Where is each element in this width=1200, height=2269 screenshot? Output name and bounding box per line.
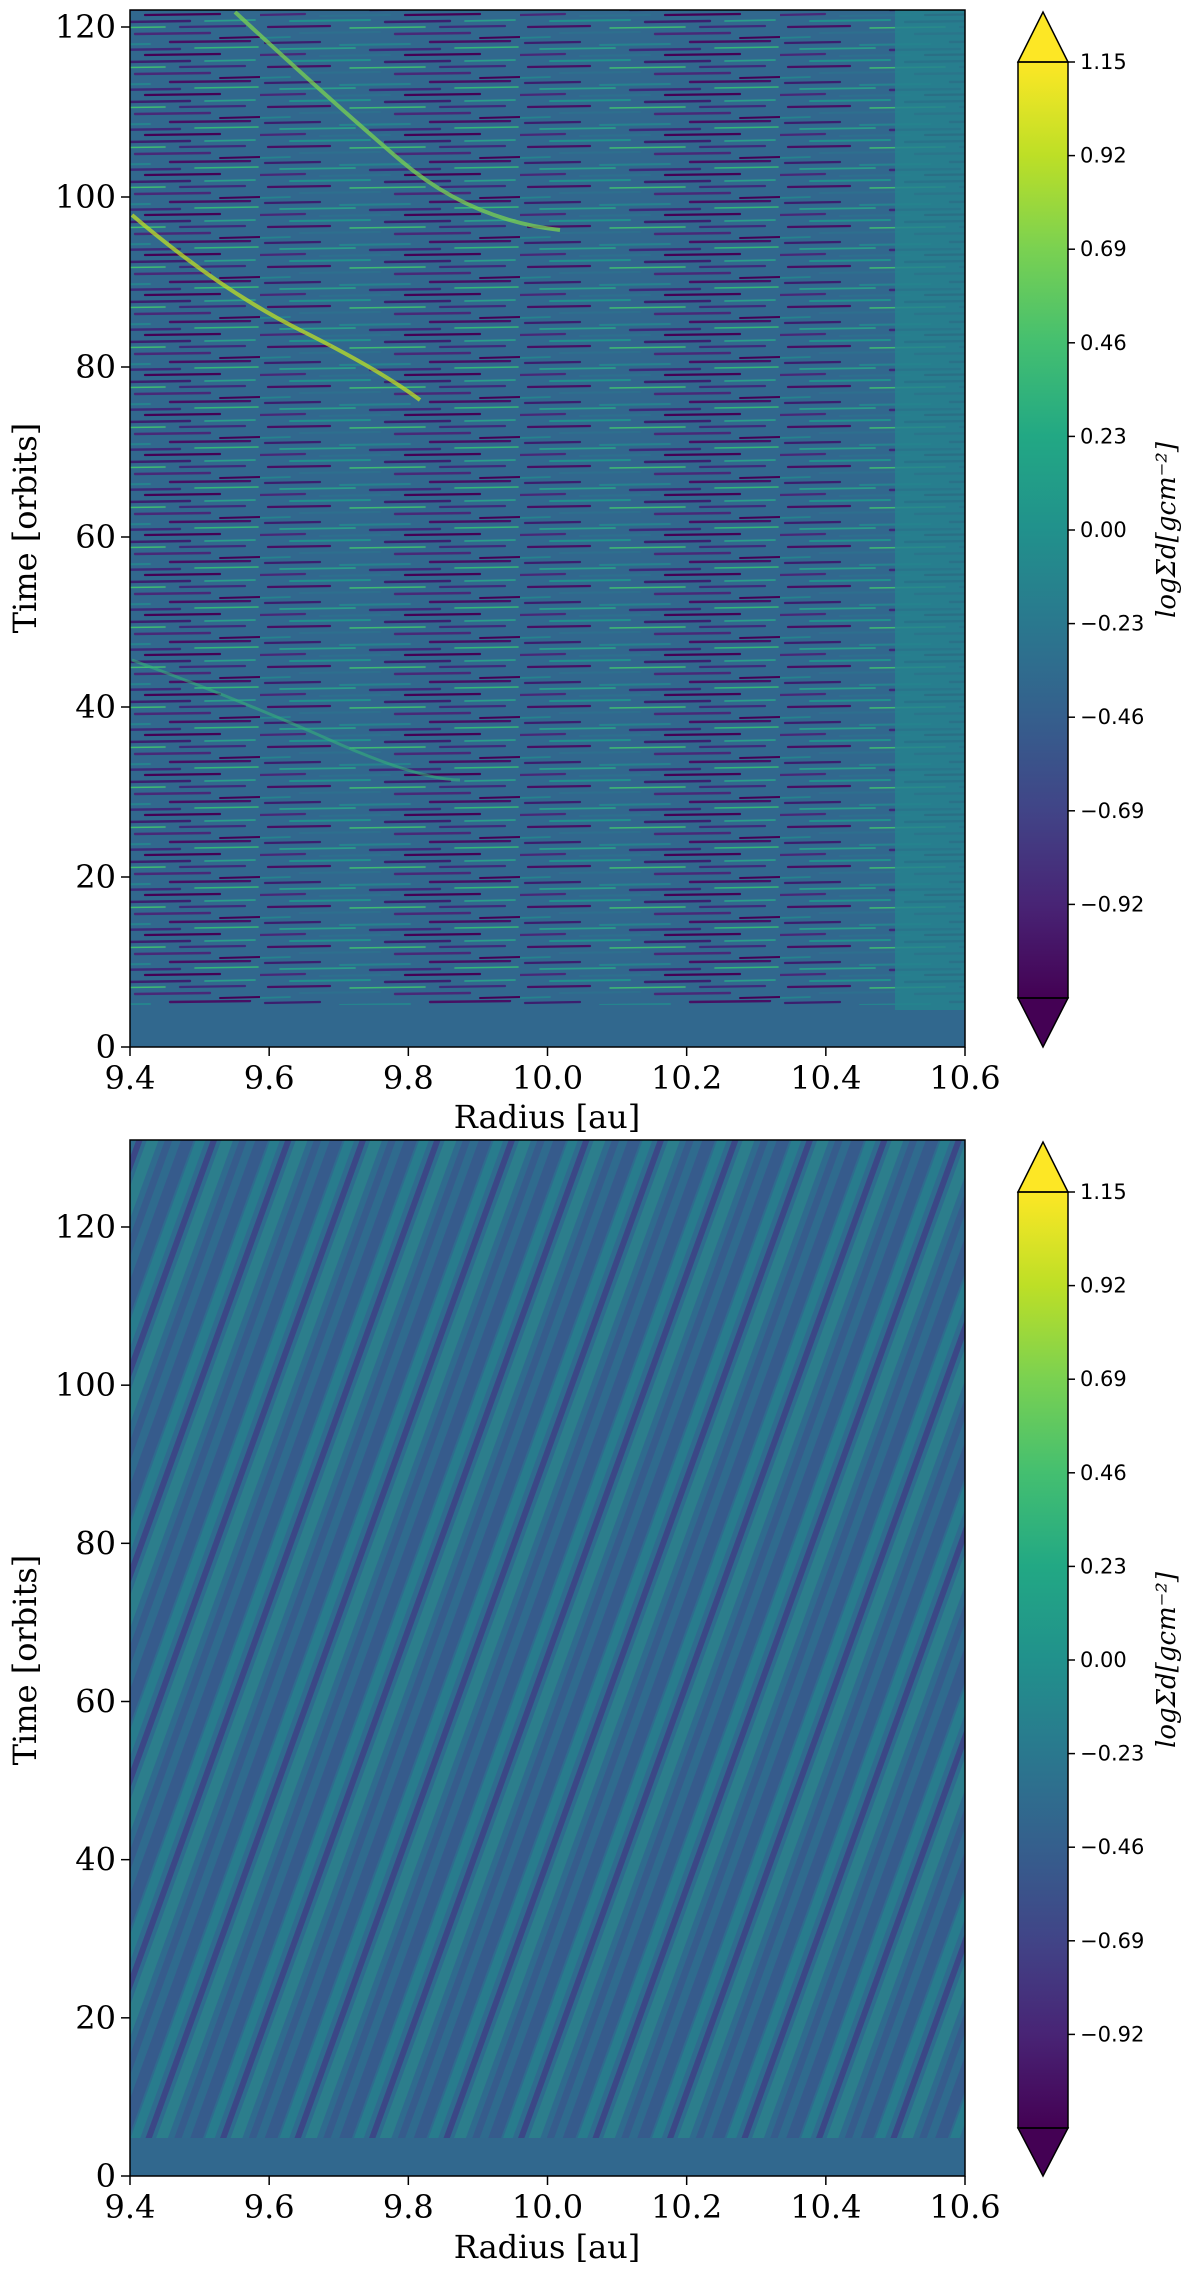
x-tick-label: 10.6 <box>929 2188 1000 2226</box>
colorbar-tick-label: 0.46 <box>1080 331 1127 355</box>
x-axis-label: Radius [au] <box>454 1098 640 1136</box>
x-tick-label: 9.6 <box>244 2188 295 2226</box>
y-tick-label: 120 <box>55 1208 116 1246</box>
x-tick-label: 10.0 <box>512 2188 583 2226</box>
x-tick-label: 9.4 <box>105 1059 156 1097</box>
colorbar-tick-label: 0.69 <box>1080 237 1127 261</box>
y-tick-label: 100 <box>55 178 116 216</box>
x-axis-label: Radius [au] <box>454 2228 640 2266</box>
colorbar-tick-label: 0.00 <box>1080 518 1127 542</box>
colorbar: 1.15 0.92 0.69 0.46 0.23 0.00 −0.23 −0.46 −0.69 −… <box>1016 1140 1182 2178</box>
x-tick-label: 10.4 <box>790 1059 861 1097</box>
colorbar-label: logΣd[gcm⁻²] <box>1152 1571 1182 1748</box>
colorbar-tick-label: 1.15 <box>1080 50 1127 74</box>
heatmap-outer-edge <box>895 10 965 1010</box>
colorbar-extend-max <box>1016 1140 1070 1193</box>
y-axis-label: Time [orbits] <box>6 423 44 634</box>
colorbar-tick-label: 0.23 <box>1080 424 1127 448</box>
colorbar-tick-label: 0.69 <box>1080 1367 1127 1391</box>
colorbar-tick-label: −0.46 <box>1080 1835 1144 1859</box>
y-tick-label: 0 <box>96 1028 116 1066</box>
colorbar-tick-label: −0.23 <box>1080 1742 1144 1766</box>
top-heatmap-panel: 9.4 9.6 9.8 10.0 10.2 10.4 10.6 0 20 40 60 80 100 12… <box>6 8 1182 1136</box>
colorbar-extend-min <box>1016 2127 1070 2178</box>
y-tick-label: 60 <box>75 1682 116 1720</box>
colorbar-tick-label: 0.46 <box>1080 1461 1127 1485</box>
y-tick-label: 20 <box>75 858 116 896</box>
y-tick-label: 100 <box>55 1366 116 1404</box>
y-tick-label: 80 <box>75 1524 116 1562</box>
colorbar-tick-label: −0.23 <box>1080 612 1144 636</box>
heatmap-initial-band <box>130 1005 965 1047</box>
y-tick-label: 40 <box>75 688 116 726</box>
bright-streak <box>131 658 461 782</box>
y-axis-label: Time [orbits] <box>6 1555 44 1766</box>
x-tick-label: 10.2 <box>651 1059 722 1097</box>
x-tick-label: 10.6 <box>929 1059 1000 1097</box>
x-tick-label: 10.2 <box>651 2188 722 2226</box>
x-tick-label: 9.8 <box>383 2188 434 2226</box>
heatmap-image <box>130 10 965 1047</box>
colorbar-tick-label: 0.00 <box>1080 1648 1127 1672</box>
heatmap-image <box>130 1140 965 2176</box>
x-tick-label: 9.4 <box>105 2188 156 2226</box>
colorbar-tick-label: −0.46 <box>1080 705 1144 729</box>
colorbar-tick-label: −0.69 <box>1080 1929 1144 1953</box>
colorbar-extend-max <box>1016 10 1070 63</box>
colorbar-tick-label: 0.23 <box>1080 1554 1127 1578</box>
y-tick-label: 80 <box>75 348 116 386</box>
bright-streak <box>233 10 561 232</box>
heatmap-initial-band <box>130 2138 965 2176</box>
y-tick-label: 20 <box>75 1999 116 2037</box>
colorbar-tick-label: −0.92 <box>1080 892 1144 916</box>
y-tick-label: 120 <box>55 8 116 46</box>
colorbar: 1.15 0.92 0.69 0.46 0.23 0.00 −0.23 −0.46 −0.69 −… <box>1016 10 1182 1049</box>
y-tick-label: 60 <box>75 518 116 556</box>
colorbar-tick-label: 1.15 <box>1080 1180 1127 1204</box>
colorbar-tick-label: 0.92 <box>1080 1274 1127 1298</box>
x-tick-label: 9.8 <box>383 1059 434 1097</box>
x-tick-label: 10.4 <box>790 2188 861 2226</box>
x-tick-label: 10.0 <box>512 1059 583 1097</box>
colorbar-label: logΣd[gcm⁻²] <box>1152 441 1182 618</box>
bottom-heatmap-panel: 9.4 9.6 9.8 10.0 10.2 10.4 10.6 0 20 40 60 80 100 12… <box>6 1139 1182 2266</box>
colorbar-gradient <box>1018 62 1068 998</box>
colorbar-extend-min <box>1016 997 1070 1049</box>
y-tick-label: 0 <box>96 2157 116 2195</box>
colorbar-tick-label: 0.92 <box>1080 144 1127 168</box>
x-tick-label: 9.6 <box>244 1059 295 1097</box>
colorbar-tick-label: −0.92 <box>1080 2022 1144 2046</box>
colorbar-gradient <box>1018 1192 1068 2128</box>
colorbar-tick-label: −0.69 <box>1080 799 1144 823</box>
bright-streak <box>130 213 422 402</box>
y-tick-label: 40 <box>75 1841 116 1879</box>
